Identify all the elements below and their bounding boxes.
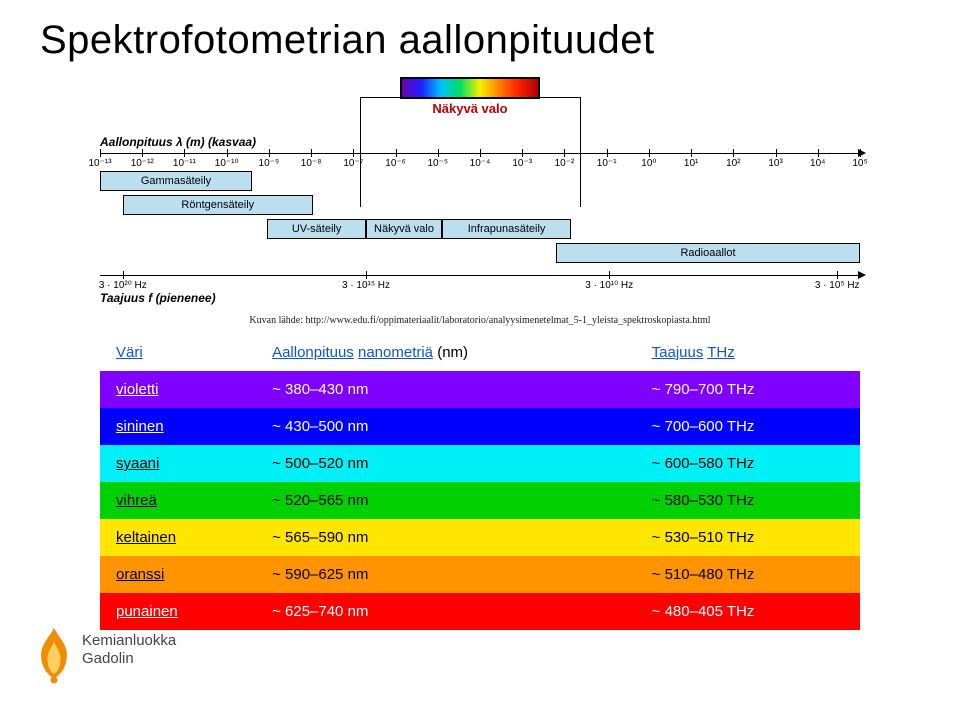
color-link-keltainen[interactable]: keltainen (116, 529, 176, 546)
logo: Kemianluokka Gadolin (30, 624, 210, 686)
frequency-tick: 3 · 10¹⁰ Hz (585, 280, 633, 291)
cell-frequency: ~ 790–700 THz (636, 371, 860, 408)
wavelength-axis-label: Aallonpituus λ (m) (kasvaa) (100, 135, 256, 149)
cell-wavelength: ~ 500–520 nm (256, 445, 636, 482)
wavelength-tick: 10⁵ (852, 158, 867, 169)
table-row: syaani ~ 500–520 nm~ 600–580 THz (100, 445, 860, 482)
cell-frequency: ~ 580–530 THz (636, 482, 860, 519)
cell-wavelength: ~ 520–565 nm (256, 482, 636, 519)
table-row: oranssi ~ 590–625 nm~ 510–480 THz (100, 556, 860, 593)
radiation-band: UV-säteily (267, 219, 366, 239)
frequency-tick: 3 · 10¹⁵ Hz (342, 280, 390, 291)
wavelength-tick: 10⁻¹⁰ (215, 158, 239, 169)
wavelength-tick: 10⁻² (555, 158, 575, 169)
wavelength-tick: 10⁰ (641, 158, 656, 169)
color-link-sininen[interactable]: sininen (116, 418, 164, 435)
radiation-band: Radioaallot (556, 243, 860, 263)
color-wavelength-table: Väri Aallonpituus nanometriä (nm) Taajuu… (100, 334, 860, 630)
cell-frequency: ~ 600–580 THz (636, 445, 860, 482)
cell-wavelength: ~ 590–625 nm (256, 556, 636, 593)
wavelength-tick: 10⁻⁴ (470, 158, 491, 169)
cell-frequency: ~ 700–600 THz (636, 408, 860, 445)
table-row: punainen ~ 625–740 nm~ 480–405 THz (100, 593, 860, 630)
radiation-band: Infrapunasäteily (442, 219, 571, 239)
cell-color-name: keltainen (100, 519, 256, 556)
wavelength-tick: 10² (726, 158, 740, 169)
table-row: keltainen ~ 565–590 nm~ 530–510 THz (100, 519, 860, 556)
link-thz[interactable]: THz (707, 344, 735, 361)
color-link-oranssi[interactable]: oranssi (116, 566, 164, 583)
frequency-tick: 3 · 10⁵ Hz (815, 280, 860, 291)
wavelength-axis: 10⁻¹³10⁻¹²10⁻¹¹10⁻¹⁰10⁻⁹10⁻⁸10⁻⁷10⁻⁶10⁻⁵… (100, 149, 860, 167)
visible-spectrum-label: Näkyvä valo (400, 101, 540, 116)
page-title: Spektrofotometrian aallonpituudet (40, 18, 920, 63)
flame-icon (30, 624, 78, 684)
radiation-band: Röntgensäteily (123, 195, 313, 215)
wavelength-tick: 10⁻⁷ (343, 158, 363, 169)
cell-color-name: oranssi (100, 556, 256, 593)
col-header-wavelength: Aallonpituus nanometriä (nm) (256, 334, 636, 371)
cell-color-name: sininen (100, 408, 256, 445)
wavelength-tick: 10⁻⁶ (385, 158, 406, 169)
arrow-right-icon (858, 271, 866, 279)
color-link-syaani[interactable]: syaani (116, 455, 159, 472)
frequency-axis-label: Taajuus f (pienenee) (100, 291, 216, 305)
wavelength-tick: 10⁻¹³ (88, 158, 111, 169)
wavelength-tick: 10⁴ (810, 158, 825, 169)
radiation-band: Näkyvä valo (366, 219, 442, 239)
table-row: violetti ~ 380–430 nm~ 790–700 THz (100, 371, 860, 408)
wavelength-tick: 10⁻³ (512, 158, 532, 169)
visible-spectrum-bar (400, 77, 540, 99)
link-nanometria[interactable]: nanometriä (358, 344, 433, 361)
color-link-vihreä[interactable]: vihreä (116, 492, 157, 509)
col-header-frequency: Taajuus THz (636, 334, 860, 371)
table-row: sininen ~ 430–500 nm~ 700–600 THz (100, 408, 860, 445)
cell-color-name: vihreä (100, 482, 256, 519)
wavelength-tick: 10⁻¹ (597, 158, 617, 169)
wavelength-tick: 10⁻¹¹ (173, 158, 196, 169)
cell-wavelength: ~ 565–590 nm (256, 519, 636, 556)
table-row: vihreä ~ 520–565 nm~ 580–530 THz (100, 482, 860, 519)
cell-frequency: ~ 530–510 THz (636, 519, 860, 556)
cell-color-name: violetti (100, 371, 256, 408)
link-vari[interactable]: Väri (116, 344, 143, 361)
wavelength-tick: 10³ (768, 158, 782, 169)
wavelength-tick: 10¹ (684, 158, 698, 169)
logo-text: Kemianluokka Gadolin (82, 632, 176, 668)
link-taajuus[interactable]: Taajuus (652, 344, 704, 361)
cell-color-name: syaani (100, 445, 256, 482)
frequency-tick: 3 · 10²⁰ Hz (99, 280, 147, 291)
cell-wavelength: ~ 430–500 nm (256, 408, 636, 445)
image-source-line: Kuvan lähde: http://www.edu.fi/oppimater… (100, 315, 860, 326)
wavelength-tick: 10⁻⁵ (427, 158, 448, 169)
radiation-band: Gammasäteily (100, 171, 252, 191)
cell-wavelength: ~ 625–740 nm (256, 593, 636, 630)
cell-frequency: ~ 510–480 THz (636, 556, 860, 593)
col-header-color: Väri (100, 334, 256, 371)
color-link-punainen[interactable]: punainen (116, 603, 178, 620)
wavelength-tick: 10⁻¹² (131, 158, 154, 169)
radiation-bands: Gammasäteily Röntgensäteily UV-säteilyNäky… (100, 171, 860, 267)
wavelength-tick: 10⁻⁹ (259, 158, 280, 169)
color-link-violetti[interactable]: violetti (116, 381, 159, 398)
frequency-axis: 3 · 10²⁰ Hz 3 · 10¹⁵ Hz 3 · 10¹⁰ Hz 3 · 10⁵… (100, 271, 860, 289)
cell-wavelength: ~ 380–430 nm (256, 371, 636, 408)
link-aallonpituus[interactable]: Aallonpituus (272, 344, 354, 361)
spectrum-diagram: Näkyvä valo Aallonpituus λ (m) (kasvaa) … (100, 77, 860, 307)
cell-frequency: ~ 480–405 THz (636, 593, 860, 630)
wavelength-tick: 10⁻⁸ (301, 158, 322, 169)
